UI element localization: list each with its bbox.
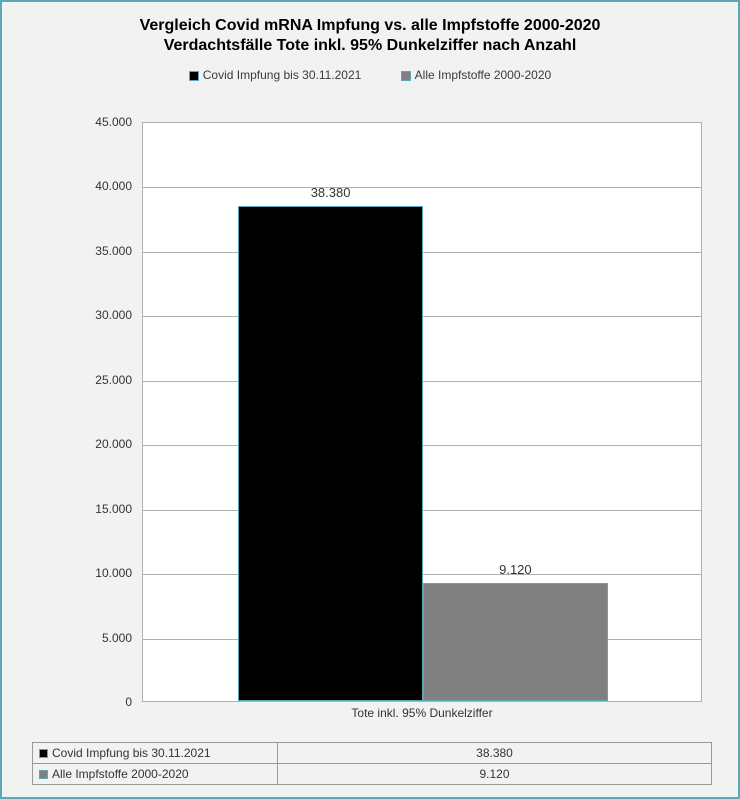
gridline (143, 187, 701, 188)
table-row-head-1: Alle Impfstoffe 2000-2020 (33, 764, 278, 785)
legend-label-1: Alle Impfstoffe 2000-2020 (415, 68, 552, 82)
y-tick-label: 10.000 (32, 566, 132, 580)
table-row-val-1: 9.120 (278, 764, 712, 785)
chart-container: Vergleich Covid mRNA Impfung vs. alle Im… (0, 0, 740, 799)
table-swatch-1 (39, 770, 48, 779)
table-row-name-1: Alle Impfstoffe 2000-2020 (52, 767, 189, 781)
table-row-name-0: Covid Impfung bis 30.11.2021 (52, 746, 211, 760)
legend-swatch-0 (189, 71, 199, 81)
y-tick-label: 35.000 (32, 244, 132, 258)
legend: Covid Impfung bis 30.11.2021 Alle Impfst… (2, 56, 738, 82)
y-tick-label: 15.000 (32, 502, 132, 516)
table-row-val-0: 38.380 (278, 743, 712, 764)
y-tick-label: 25.000 (32, 373, 132, 387)
legend-item-0: Covid Impfung bis 30.11.2021 (189, 68, 365, 82)
y-tick-label: 40.000 (32, 179, 132, 193)
table-row: Alle Impfstoffe 2000-2020 9.120 (33, 764, 712, 785)
chart-title: Vergleich Covid mRNA Impfung vs. alle Im… (2, 2, 738, 56)
title-line-1: Vergleich Covid mRNA Impfung vs. alle Im… (2, 16, 738, 36)
bar-series-0 (238, 206, 423, 701)
table-swatch-0 (39, 749, 48, 758)
legend-swatch-1 (401, 71, 411, 81)
bar-series-1 (423, 583, 608, 701)
table-row-head-0: Covid Impfung bis 30.11.2021 (33, 743, 278, 764)
y-tick-label: 45.000 (32, 115, 132, 129)
table-row: Covid Impfung bis 30.11.2021 38.380 (33, 743, 712, 764)
legend-label-0: Covid Impfung bis 30.11.2021 (203, 68, 362, 82)
y-tick-label: 0 (32, 695, 132, 709)
title-line-2: Verdachtsfälle Tote inkl. 95% Dunkelziff… (2, 36, 738, 56)
chart-area: 38.380 9.120 0 5.000 10.000 15.000 20.000 25.0… (32, 122, 712, 722)
bar-value-label-1: 9.120 (440, 562, 590, 577)
y-tick-label: 20.000 (32, 437, 132, 451)
bar-value-label-0: 38.380 (256, 185, 406, 200)
data-table: Covid Impfung bis 30.11.2021 38.380 Alle… (32, 742, 712, 785)
y-tick-label: 5.000 (32, 631, 132, 645)
legend-item-1: Alle Impfstoffe 2000-2020 (401, 68, 552, 82)
x-axis-label: Tote inkl. 95% Dunkelziffer (142, 706, 702, 720)
y-tick-label: 30.000 (32, 308, 132, 322)
plot-area: 38.380 9.120 (142, 122, 702, 702)
